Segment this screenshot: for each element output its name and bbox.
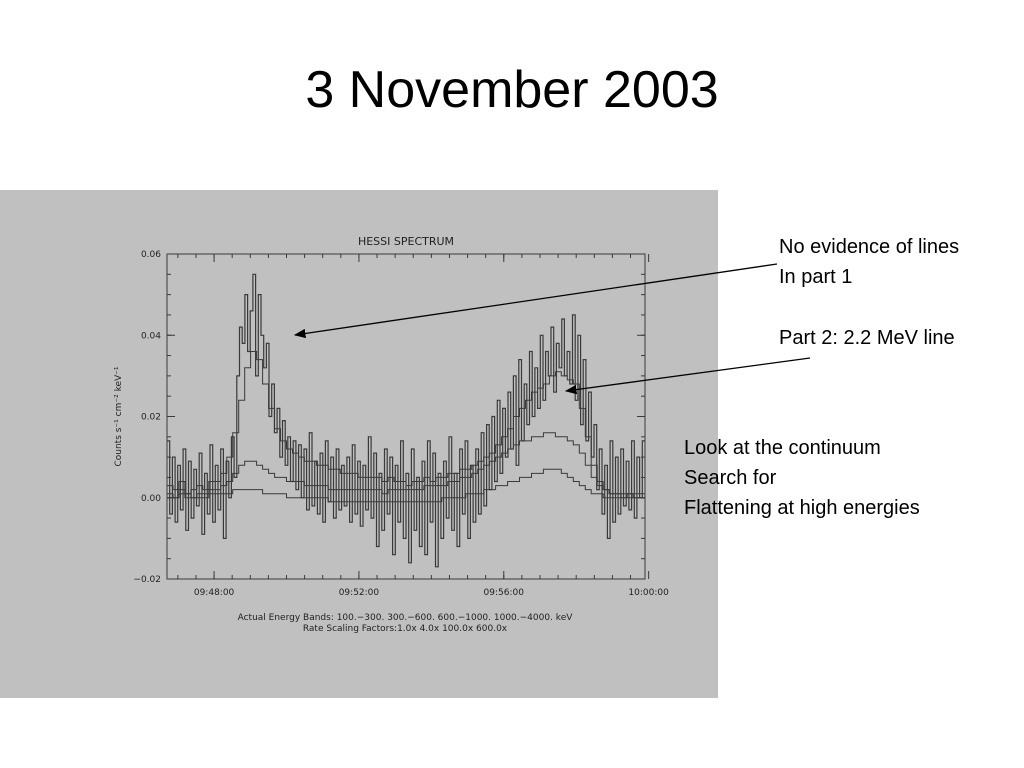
y-tick-label: 0.00 bbox=[141, 494, 161, 504]
x-tick-label: 09:52:00 bbox=[339, 588, 380, 598]
y-axis-label: Counts s⁻¹ cm⁻² keV⁻¹ bbox=[114, 366, 124, 466]
y-tick-label: −0.02 bbox=[133, 575, 161, 585]
x-tick-label: 09:56:00 bbox=[484, 588, 525, 598]
annotation-line: No evidence of lines bbox=[779, 236, 960, 258]
y-tick-label: 0.04 bbox=[141, 331, 161, 341]
annotation-continuum: Look at the continuum Search for Flatten… bbox=[684, 433, 920, 523]
slide-title: 3 November 2003 bbox=[305, 61, 719, 119]
annotation-no-evidence: No evidence of lines In part 1 bbox=[779, 232, 959, 292]
chart-footer-line: Rate Scaling Factors:1.0x 4.0x 100.0x 60… bbox=[303, 624, 508, 634]
chart-title: HESSI SPECTRUM bbox=[358, 235, 454, 248]
chart-panel: HESSI SPECTRUM −0.02 0.00 0.02 0.04 0.06 Count… bbox=[0, 190, 718, 698]
annotation-line: Search for bbox=[684, 467, 777, 489]
annotation-line: Part 2: 2.2 MeV line bbox=[779, 327, 955, 349]
annotation-part2: Part 2: 2.2 MeV line bbox=[779, 323, 955, 353]
chart-footer-line: Actual Energy Bands: 100.−300. 300.−600.… bbox=[238, 613, 574, 623]
x-tick-label: 10:00:00 bbox=[628, 588, 669, 598]
hessi-spectrum-chart: HESSI SPECTRUM −0.02 0.00 0.02 0.04 0.06 Count… bbox=[114, 235, 669, 634]
y-tick-label: 0.06 bbox=[141, 250, 161, 260]
series-line-4 bbox=[167, 273, 645, 568]
annotation-line: Flattening at high energies bbox=[684, 497, 920, 519]
x-tick-label: 09:48:00 bbox=[194, 588, 235, 598]
annotation-line: Look at the continuum bbox=[684, 437, 881, 459]
y-tick-label: 0.02 bbox=[141, 413, 161, 423]
series-line-2 bbox=[167, 432, 645, 499]
annotation-line: In part 1 bbox=[779, 266, 853, 288]
